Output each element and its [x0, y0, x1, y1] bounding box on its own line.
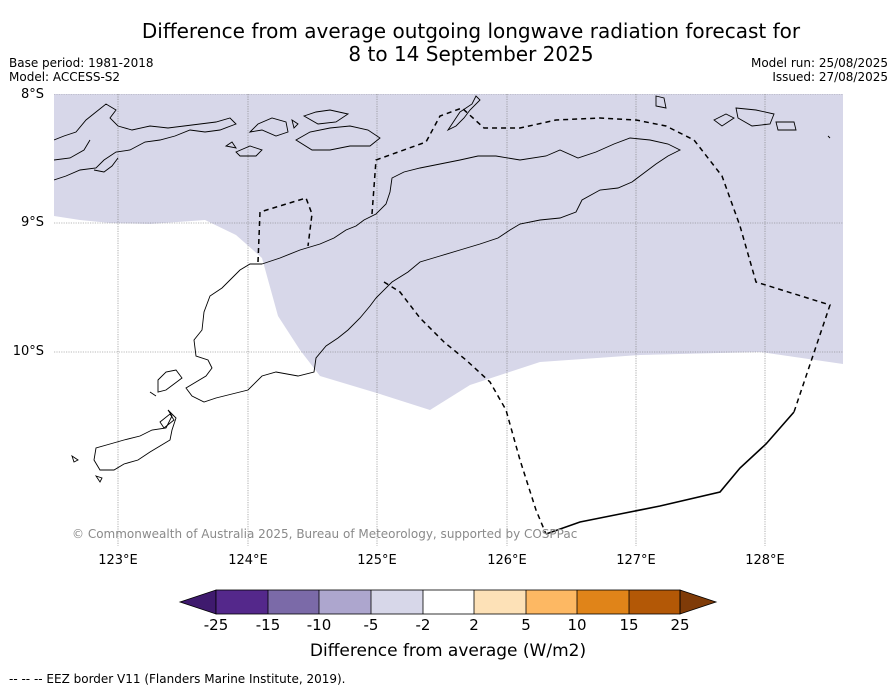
colorbar-tick: -2: [415, 616, 431, 634]
base-period: Base period: 1981-2018: [9, 56, 154, 70]
lon-label-128e: 128°E: [745, 553, 785, 568]
lon-label-125e: 125°E: [357, 553, 397, 568]
colorbar: [178, 589, 718, 615]
colorbar-bin-1: [216, 590, 268, 614]
colorbar-extend-low: [178, 589, 217, 615]
colorbar-tick: 2: [469, 616, 479, 634]
colorbar-bin-7: [526, 590, 577, 614]
coastlines: [54, 95, 831, 483]
lon-label-127e: 127°E: [616, 553, 656, 568]
colorbar-frame: [215, 589, 681, 615]
colorbar-tick: 10: [567, 616, 587, 634]
eez-border: [257, 107, 831, 535]
colorbar-tick: 25: [670, 616, 690, 634]
title-line-1: Difference from average outgoing longwav…: [141, 19, 801, 43]
colorbar-bin-9: [629, 590, 680, 614]
lon-label-126e: 126°E: [487, 553, 527, 568]
eez-footnote: -- -- -- EEZ border V11 (Flanders Marine…: [9, 672, 346, 686]
colorbar-tick: 15: [619, 616, 639, 634]
title-line-2: 8 to 14 September 2025: [348, 42, 594, 66]
lon-label-124e: 124°E: [228, 553, 268, 568]
colorbar-title: Difference from average (W/m2): [309, 641, 587, 661]
colorbar-tick: -15: [255, 616, 281, 634]
lat-label-8s: 8°S: [20, 87, 44, 102]
model-run: Model run: 25/08/2025: [750, 56, 888, 70]
model-name: Model: ACCESS-S2: [9, 70, 121, 84]
negative-anomaly-region: [54, 94, 843, 410]
grid-lines: [54, 94, 843, 546]
lon-label-123e: 123°E: [98, 553, 138, 568]
colorbar-bin-3: [319, 590, 371, 614]
colorbar-bin-6: [474, 590, 526, 614]
copyright-notice: © Commonwealth of Australia 2025, Bureau…: [72, 527, 578, 541]
colorbar-bin-2: [268, 590, 319, 614]
colorbar-bin-4: [371, 590, 423, 614]
colorbar-bin-5: [423, 590, 474, 614]
map-area: [54, 94, 843, 546]
colorbar-tick: -10: [306, 616, 332, 634]
colorbar-extend-high: [679, 589, 718, 615]
colorbar-bin-8: [577, 590, 629, 614]
colorbar-tick: 5: [521, 616, 531, 634]
colorbar-tick: -25: [203, 616, 229, 634]
lat-label-10s: 10°S: [12, 344, 44, 359]
eez-solid-segment: [545, 411, 795, 535]
lat-label-9s: 9°S: [20, 215, 44, 230]
colorbar-tick: -5: [363, 616, 379, 634]
page-title: Difference from average outgoing longwav…: [0, 20, 896, 66]
issued-date: Issued: 27/08/2025: [772, 70, 888, 84]
colorbar-dividers: [267, 590, 630, 614]
